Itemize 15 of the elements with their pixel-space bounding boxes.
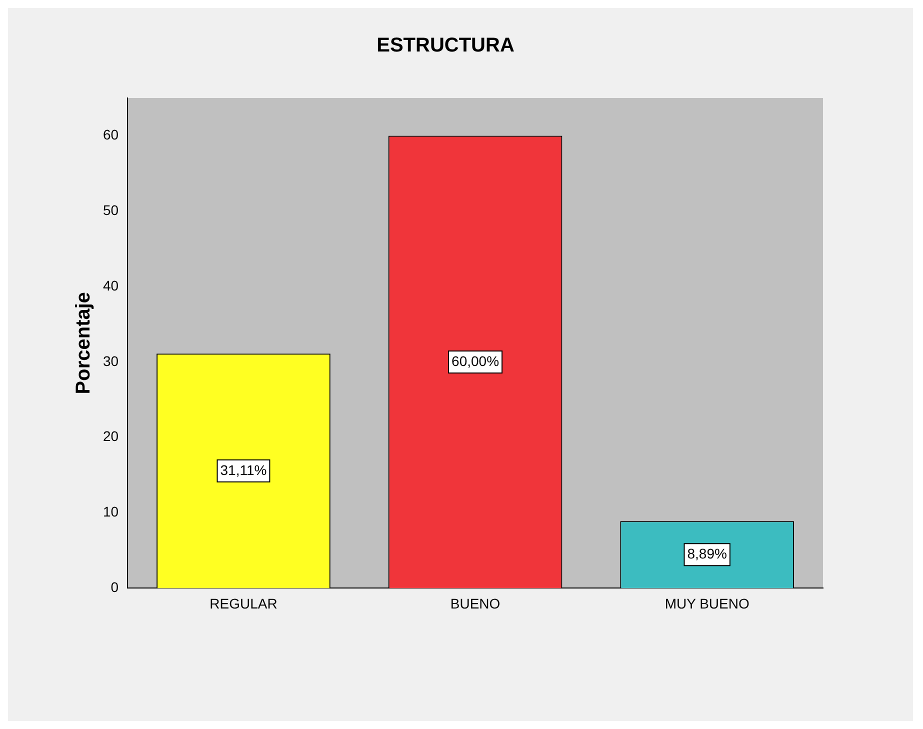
y-tick-label: 0: [110, 579, 119, 596]
y-tick-label: 40: [102, 277, 119, 294]
data-label: 31,11%: [220, 462, 267, 478]
y-tick-label: 60: [102, 126, 119, 143]
y-tick-label: 30: [102, 352, 119, 369]
chart-title: ESTRUCTURA: [376, 34, 514, 57]
data-label: 8,89%: [687, 546, 727, 562]
y-tick-label: 20: [102, 428, 119, 444]
x-tick-label: MUY BUENO: [664, 595, 750, 612]
x-tick-label: BUENO: [450, 595, 500, 612]
y-tick-label: 50: [102, 202, 119, 218]
data-label: 60,00%: [452, 352, 500, 369]
y-axis-title: Porcentaje: [72, 292, 95, 394]
y-tick-label: 10: [102, 504, 119, 520]
x-tick-label: REGULAR: [210, 595, 278, 612]
